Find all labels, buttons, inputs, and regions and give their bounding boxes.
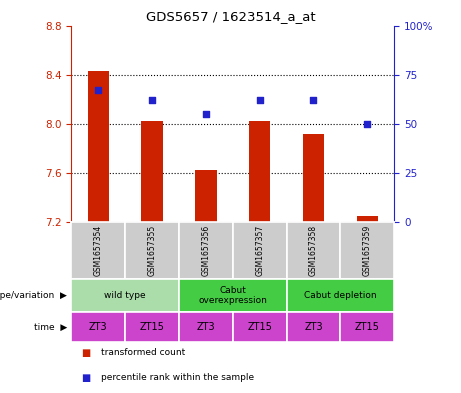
Text: GSM1657354: GSM1657354 — [94, 225, 103, 276]
Text: ZT15: ZT15 — [355, 322, 380, 332]
Bar — [195, 171, 217, 222]
Text: transformed count: transformed count — [101, 348, 186, 357]
Text: ZT3: ZT3 — [196, 322, 215, 332]
Text: ■: ■ — [81, 373, 90, 383]
Text: ZT3: ZT3 — [89, 322, 108, 332]
Text: GSM1657355: GSM1657355 — [148, 225, 157, 276]
Text: time  ▶: time ▶ — [34, 323, 67, 332]
Point — [256, 97, 263, 103]
Text: GSM1657358: GSM1657358 — [309, 225, 318, 276]
Text: ZT3: ZT3 — [304, 322, 323, 332]
Bar — [356, 216, 378, 222]
Text: Cabut depletion: Cabut depletion — [304, 291, 377, 300]
Text: ZT15: ZT15 — [140, 322, 165, 332]
Point — [310, 97, 317, 103]
Bar — [249, 121, 271, 222]
Text: ■: ■ — [81, 348, 90, 358]
Text: Cabut
overexpression: Cabut overexpression — [198, 286, 267, 305]
Point — [364, 121, 371, 127]
Text: genotype/variation  ▶: genotype/variation ▶ — [0, 291, 67, 300]
Text: GSM1657359: GSM1657359 — [363, 225, 372, 276]
Text: GDS5657 / 1623514_a_at: GDS5657 / 1623514_a_at — [146, 10, 315, 23]
Point — [148, 97, 156, 103]
Point — [95, 87, 102, 94]
Point — [202, 111, 210, 117]
Bar — [303, 134, 324, 222]
Text: GSM1657356: GSM1657356 — [201, 225, 210, 276]
Text: GSM1657357: GSM1657357 — [255, 225, 264, 276]
Text: percentile rank within the sample: percentile rank within the sample — [101, 373, 254, 382]
Text: ZT15: ZT15 — [247, 322, 272, 332]
Bar — [88, 71, 109, 222]
Text: wild type: wild type — [105, 291, 146, 300]
Bar — [142, 121, 163, 222]
